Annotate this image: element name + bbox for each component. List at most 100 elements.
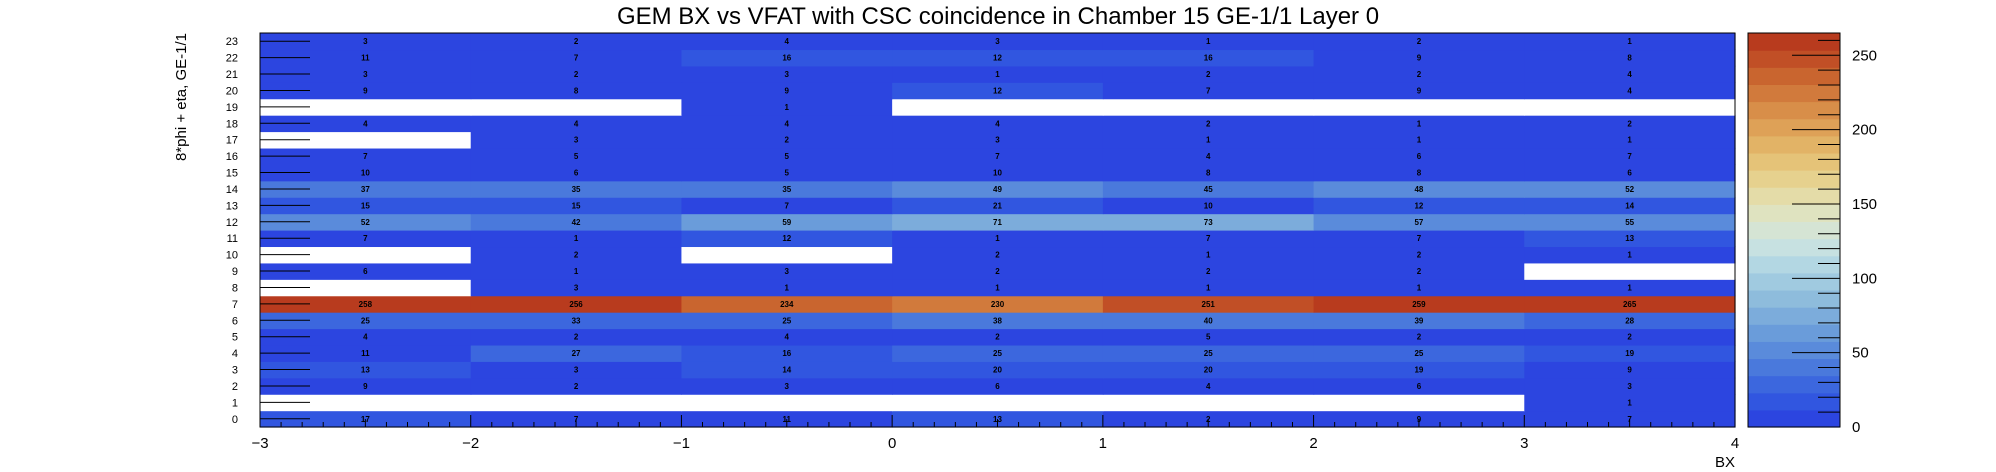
- heatmap-cell: [470, 115, 683, 133]
- cell-value-label: 7: [363, 234, 368, 243]
- cell-value-label: 33: [572, 316, 581, 325]
- cell-value-label: 7: [1417, 234, 1422, 243]
- heatmap-cell: [1102, 164, 1315, 182]
- heatmap-cell: [260, 33, 472, 51]
- cell-value-label: 2: [995, 251, 1000, 260]
- heatmap-cell: [681, 115, 893, 133]
- cell-value-label: 8: [574, 86, 579, 95]
- color-scale-band: [1748, 409, 1840, 428]
- heatmap-cell: [470, 33, 683, 51]
- cell-value-label: 3: [363, 70, 368, 79]
- cell-value-label: 3: [995, 37, 1000, 46]
- heatmap-cell: [892, 230, 1104, 248]
- x-tick-label: −1: [673, 435, 690, 452]
- cell-value-label: 10: [993, 169, 1002, 178]
- color-scale-band: [1748, 84, 1840, 103]
- heatmap-cell: [681, 131, 893, 149]
- chart-title: GEM BX vs VFAT with CSC coincidence in C…: [617, 3, 1379, 30]
- heatmap-cell: [1524, 82, 1736, 100]
- heatmap-cell: [1102, 230, 1315, 248]
- heatmap-cell: [470, 295, 683, 313]
- cell-value-label: 4: [574, 119, 579, 128]
- y-tick-label: 22: [226, 53, 238, 65]
- heatmap-cell: [892, 33, 1104, 51]
- cell-value-label: 230: [991, 300, 1005, 309]
- cell-value-label: 35: [782, 185, 791, 194]
- heatmap-cell: [1524, 147, 1736, 165]
- heatmap-cell: [260, 213, 472, 231]
- cell-value-label: 2: [574, 382, 579, 391]
- heatmap-cell: [1313, 33, 1525, 51]
- heatmap-cell: [681, 394, 893, 412]
- heatmap-cell: [681, 230, 893, 248]
- heatmap-cell: [260, 361, 472, 379]
- cell-value-label: 2: [785, 136, 790, 145]
- cell-value-label: 12: [782, 234, 791, 243]
- cell-value-label: 1: [1627, 136, 1632, 145]
- heatmap-cell: [1102, 279, 1315, 297]
- cell-value-label: 4: [1627, 86, 1632, 95]
- y-tick-label: 3: [232, 365, 238, 377]
- y-tick-label: 21: [226, 69, 238, 81]
- heatmap-cells: [260, 33, 1736, 428]
- heatmap-cell: [1313, 147, 1525, 165]
- heatmap-cell: [681, 312, 893, 330]
- y-tick-label: 7: [232, 299, 238, 311]
- cell-value-label: 35: [572, 185, 581, 194]
- heatmap-cell: [1524, 98, 1736, 116]
- cell-value-label: 3: [995, 136, 1000, 145]
- cell-value-label: 25: [1204, 349, 1213, 358]
- cell-value-label: 55: [1625, 218, 1634, 227]
- heatmap-cell: [1524, 65, 1736, 83]
- color-scale-band: [1748, 272, 1840, 291]
- y-tick-label: 14: [226, 184, 238, 196]
- heatmap-cell: [681, 246, 893, 264]
- heatmap-cell: [681, 377, 893, 395]
- heatmap-cell: [681, 98, 893, 116]
- color-scale-tick-label: 100: [1852, 270, 1877, 287]
- y-tick-label: 0: [232, 414, 238, 426]
- heatmap-cell: [892, 262, 1104, 280]
- x-tick-label: 4: [1731, 435, 1739, 452]
- cell-value-label: 8: [1417, 169, 1422, 178]
- color-scale: 0 50 100 150 200 250: [1747, 32, 1877, 436]
- heatmap-cell: [1313, 279, 1525, 297]
- x-tick-label: 2: [1309, 435, 1317, 452]
- cell-value-label: 40: [1204, 316, 1213, 325]
- heatmap-cell: [470, 394, 683, 412]
- heatmap-cell: [892, 394, 1104, 412]
- heatmap-cell: [470, 98, 683, 116]
- color-scale-band: [1748, 204, 1840, 223]
- cell-value-label: 1: [1627, 37, 1632, 46]
- cell-value-label: 1: [785, 103, 790, 112]
- heatmap-cell: [1313, 213, 1525, 231]
- cell-value-label: 1: [1627, 283, 1632, 292]
- y-tick-label: 4: [232, 348, 238, 360]
- color-scale-band: [1748, 67, 1840, 85]
- cell-value-label: 4: [785, 119, 790, 128]
- cell-value-label: 2: [1417, 70, 1422, 79]
- cell-value-label: 2: [1417, 333, 1422, 342]
- heatmap-cell: [1313, 246, 1525, 264]
- cell-value-label: 12: [1414, 201, 1423, 210]
- heatmap-cell: [892, 49, 1104, 67]
- cell-value-label: 258: [359, 300, 373, 309]
- heatmap-cell: [470, 65, 683, 83]
- y-tick-label: 10: [226, 250, 238, 262]
- heatmap-cell: [1524, 115, 1736, 133]
- cell-value-label: 39: [1414, 316, 1423, 325]
- cell-value-label: 259: [1412, 300, 1426, 309]
- heatmap-cell: [1313, 344, 1525, 362]
- heatmap-cell: [892, 295, 1104, 313]
- cell-value-label: 14: [782, 366, 791, 375]
- heatmap-cell: [260, 197, 472, 215]
- heatmap-cell: [1524, 328, 1736, 346]
- heatmap-cell: [1524, 361, 1736, 379]
- color-scale-band: [1748, 187, 1840, 205]
- heatmap-cell: [1524, 164, 1736, 182]
- heatmap-cell: [1102, 377, 1315, 395]
- heatmap-cell: [260, 344, 472, 362]
- heatmap-cell: [681, 328, 893, 346]
- cell-value-label: 265: [1623, 300, 1637, 309]
- cell-value-label: 3: [785, 70, 790, 79]
